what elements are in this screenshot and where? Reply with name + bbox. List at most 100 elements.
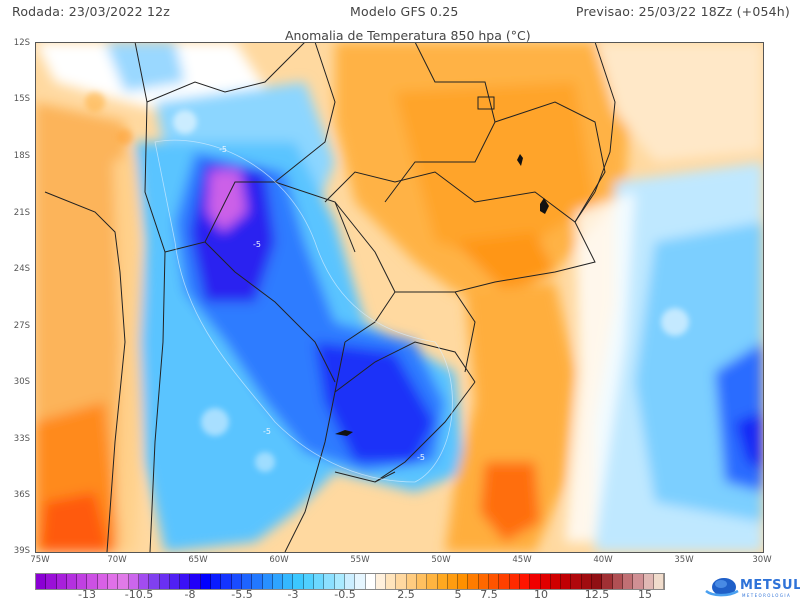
temperature-anomaly-map: -5 -5 -5 -5 <box>35 42 763 552</box>
colorbar-cell <box>303 574 315 589</box>
lon-label: 70W <box>107 555 127 565</box>
colorbar-cell <box>293 574 304 589</box>
colorbar-cell <box>622 574 634 589</box>
lon-label: 40W <box>593 555 613 565</box>
lon-label: 50W <box>431 555 451 565</box>
colorbar-cell <box>468 574 479 589</box>
colorbar-label: -10.5 <box>124 588 154 601</box>
colorbar-label: 15 <box>638 588 652 601</box>
contour-label: -5 <box>417 453 425 462</box>
colorbar-cell <box>437 574 448 589</box>
colorbar-cell <box>406 574 417 589</box>
lon-label: 30W <box>752 555 772 565</box>
colorbar-cell <box>633 574 644 589</box>
lat-label: 30S <box>13 377 30 387</box>
lat-label: 18S <box>13 151 30 161</box>
logo-text: METSUL <box>740 578 800 593</box>
map-title: Anomalia de Temperatura 850 hpa (°C) <box>285 28 531 43</box>
colorbar-cell <box>159 574 170 589</box>
lat-label: 24S <box>13 264 30 274</box>
colorbar-cell <box>550 574 562 589</box>
political-borders <box>44 42 616 552</box>
lon-label: 65W <box>188 555 208 565</box>
colorbar-cell <box>489 574 500 589</box>
colorbar-cell <box>365 574 376 589</box>
lon-label: 75W <box>30 555 50 565</box>
colorbar-cell <box>561 574 572 589</box>
colorbar-cell <box>530 574 541 589</box>
colorbar-cell <box>344 574 356 589</box>
colorbar-cell <box>211 574 222 589</box>
lon-label: 55W <box>350 555 370 565</box>
colorbar-cell <box>128 574 139 589</box>
colorbar-cell <box>241 574 253 589</box>
contour-label: -5 <box>253 240 261 249</box>
colorbar-cell <box>56 574 67 589</box>
colorbar-legend <box>35 573 666 590</box>
lat-label: 39S <box>13 546 30 556</box>
colorbar-cell <box>283 574 294 589</box>
colorbar-label: 2.5 <box>397 588 415 601</box>
colorbar-cell <box>324 574 335 589</box>
colorbar-cell <box>231 574 242 589</box>
colorbar-cell <box>252 574 263 589</box>
colorbar-cell <box>386 574 397 589</box>
lon-label: 60W <box>269 555 289 565</box>
colorbar-cell <box>581 574 593 589</box>
colorbar-cell <box>190 574 201 589</box>
colorbar-cell <box>221 574 232 589</box>
contour-label: -5 <box>263 427 271 436</box>
colorbar-cell <box>571 574 582 589</box>
colorbar-label: -3 <box>287 588 299 601</box>
colorbar-cell <box>396 574 407 589</box>
colorbar-cell <box>314 574 325 589</box>
colorbar-label: -5.5 <box>231 588 253 601</box>
colorbar-cell <box>447 574 459 589</box>
colorbar-cell <box>36 574 47 589</box>
colorbar-cell <box>602 574 613 589</box>
colorbar-cell <box>46 574 57 589</box>
colorbar-cell <box>334 574 345 589</box>
colorbar-cell <box>262 574 273 589</box>
lat-label: 12S <box>13 38 30 48</box>
colorbar-label: -8 <box>184 588 196 601</box>
colorbar-cell <box>200 574 212 589</box>
colorbar-cell <box>643 574 654 589</box>
lon-label: 35W <box>674 555 694 565</box>
colorbar-cell <box>138 574 150 589</box>
lat-label: 15S <box>13 94 30 104</box>
colorbar-label: 12.5 <box>584 588 610 601</box>
colorbar-cell <box>97 574 109 589</box>
colorbar-cell <box>66 574 78 589</box>
colorbar-cell <box>540 574 551 589</box>
colorbar-label: 5 <box>454 588 462 601</box>
colorbar-cell <box>499 574 510 589</box>
colorbar-cell <box>653 574 665 589</box>
run-date-label: Rodada: 23/03/2022 12z <box>12 4 171 19</box>
colorbar-cell <box>149 574 160 589</box>
colorbar-cell <box>427 574 438 589</box>
colorbar-label: 10 <box>534 588 548 601</box>
colorbar-cell <box>355 574 366 589</box>
lat-label: 27S <box>13 321 30 331</box>
lat-label: 33S <box>13 434 30 444</box>
colorbar-cell <box>272 574 284 589</box>
logo-subtext: METEOROLOGIA <box>742 593 792 598</box>
colorbar-cell <box>77 574 88 589</box>
colorbar-label: 7.5 <box>480 588 498 601</box>
lat-label: 21S <box>13 208 30 218</box>
model-label: Modelo GFS 0.25 <box>350 4 459 19</box>
colorbar-cell <box>180 574 191 589</box>
colorbar-cell <box>519 574 531 589</box>
metsul-logo-icon <box>705 578 739 597</box>
colorbar-cell <box>87 574 98 589</box>
anomaly-field: -5 -5 -5 -5 <box>35 42 763 552</box>
lat-label: 36S <box>13 490 30 500</box>
colorbar-cell <box>612 574 623 589</box>
colorbar-cell <box>592 574 603 589</box>
colorbar-cell <box>478 574 490 589</box>
lon-label: 45W <box>512 555 532 565</box>
colorbar-cell <box>458 574 469 589</box>
colorbar-cell <box>416 574 428 589</box>
colorbar-cell <box>118 574 129 589</box>
